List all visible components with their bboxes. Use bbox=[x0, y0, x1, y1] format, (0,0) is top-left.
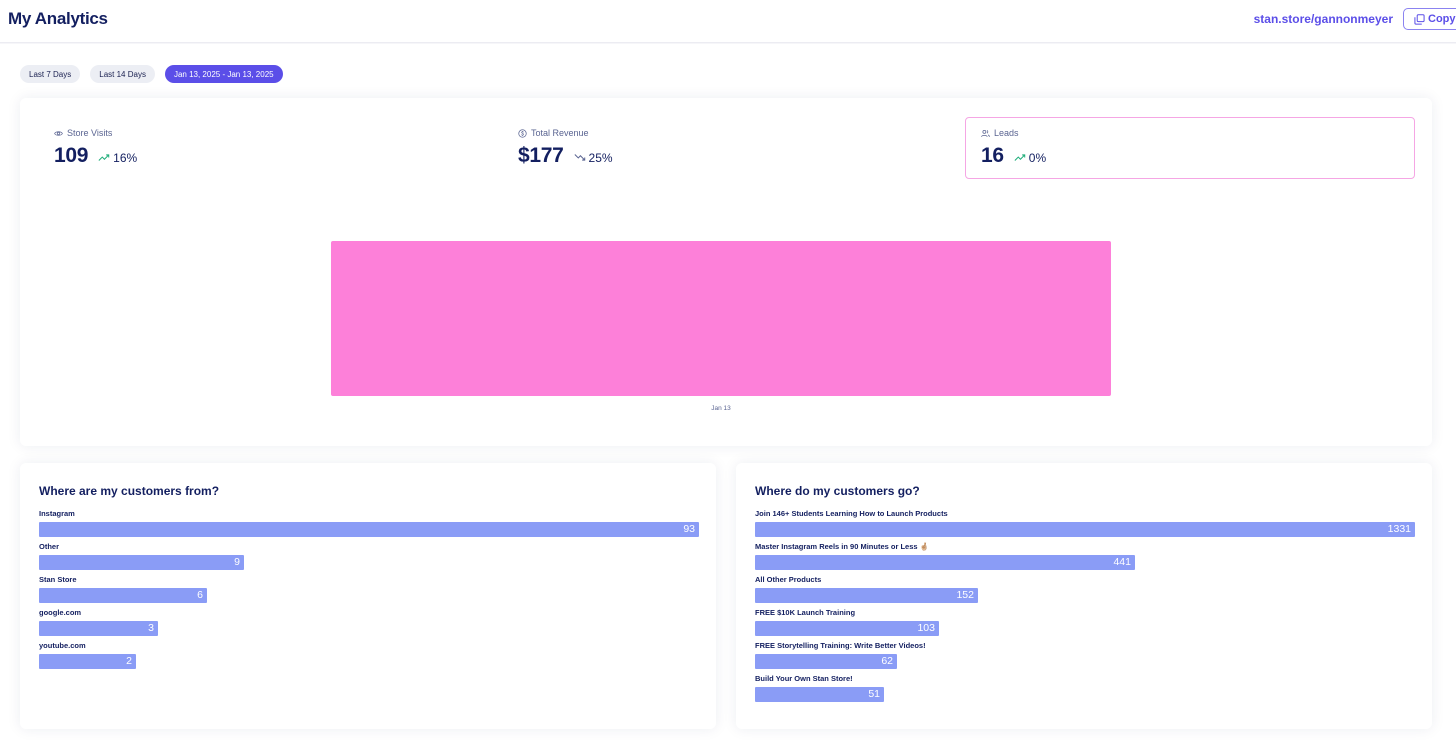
bar-value: 441 bbox=[1113, 556, 1131, 568]
list-item: Build Your Own Stan Store! 51 bbox=[755, 675, 1415, 708]
stat-leads-label: Leads bbox=[994, 128, 1019, 138]
bar-value: 152 bbox=[956, 589, 974, 601]
bar: 6 bbox=[39, 588, 207, 603]
stat-value-row: $177 25% bbox=[518, 144, 613, 168]
bar: 103 bbox=[755, 621, 939, 636]
list-item: Join 146+ Students Learning How to Launc… bbox=[755, 510, 1415, 543]
trend-up-icon bbox=[98, 154, 110, 161]
bar-value: 6 bbox=[197, 589, 203, 601]
stat-store-visits[interactable]: Store Visits 109 16% bbox=[54, 128, 137, 168]
list-item: All Other Products 152 bbox=[755, 576, 1415, 609]
bar-value: 62 bbox=[881, 655, 893, 667]
bar-value: 103 bbox=[917, 622, 935, 634]
bar-label: FREE Storytelling Training: Write Better… bbox=[755, 641, 926, 650]
store-url-link[interactable]: stan.store/gannonmeyer bbox=[1253, 12, 1393, 26]
bar: 9 bbox=[39, 555, 244, 570]
stat-revenue-value: $177 bbox=[518, 144, 564, 167]
bar-label: Stan Store bbox=[39, 575, 77, 584]
date-filter-group: Last 7 Days Last 14 Days Jan 13, 2025 - … bbox=[20, 65, 283, 83]
bar-value: 93 bbox=[683, 523, 695, 535]
stat-visits-change-value: 16% bbox=[113, 150, 138, 165]
stat-revenue-label: Total Revenue bbox=[531, 128, 589, 138]
stat-visits-label: Store Visits bbox=[67, 128, 113, 138]
stat-total-revenue[interactable]: Total Revenue $177 25% bbox=[518, 128, 613, 168]
stat-revenue-change: 25% bbox=[574, 151, 613, 165]
bar: 93 bbox=[39, 522, 699, 537]
bar: 51 bbox=[755, 687, 884, 702]
filter-last-14-days[interactable]: Last 14 Days bbox=[90, 65, 155, 83]
stat-label-row: Leads bbox=[981, 128, 1046, 138]
top-bar: My Analytics stan.store/gannonmeyer Copy bbox=[0, 0, 1456, 43]
bar-value: 3 bbox=[148, 622, 154, 634]
dollar-circle-icon bbox=[518, 128, 527, 138]
list-item: youtube.com 2 bbox=[39, 642, 699, 675]
stat-label-row: Total Revenue bbox=[518, 128, 613, 138]
bar-label: Master Instagram Reels in 90 Minutes or … bbox=[755, 542, 929, 551]
stat-leads-change-value: 0% bbox=[1028, 150, 1047, 165]
bar: 2 bbox=[39, 654, 136, 669]
customers-go-list: Join 146+ Students Learning How to Launc… bbox=[755, 510, 1415, 708]
bar-label: google.com bbox=[39, 608, 82, 617]
bar-value: 9 bbox=[234, 556, 240, 568]
bar-value: 2 bbox=[126, 655, 132, 667]
copy-icon bbox=[1414, 13, 1425, 25]
list-item: FREE Storytelling Training: Write Better… bbox=[755, 642, 1415, 675]
chart-bar[interactable] bbox=[331, 241, 1111, 396]
bar-label: youtube.com bbox=[39, 641, 86, 650]
page-title: My Analytics bbox=[8, 9, 108, 28]
stat-label-row: Store Visits bbox=[54, 128, 137, 138]
stat-visits-value: 109 bbox=[54, 144, 89, 167]
stat-leads-value: 16 bbox=[981, 144, 1004, 167]
customers-go-card: Where do my customers go? Join 146+ Stud… bbox=[736, 463, 1432, 729]
customers-from-card: Where are my customers from? Instagram 93… bbox=[20, 463, 716, 729]
customers-from-title: Where are my customers from? bbox=[39, 484, 220, 498]
list-item: Stan Store 6 bbox=[39, 576, 699, 609]
list-item: Master Instagram Reels in 90 Minutes or … bbox=[755, 543, 1415, 576]
bar-value: 1331 bbox=[1387, 523, 1411, 535]
x-tick-label: Jan 13 bbox=[711, 405, 731, 412]
trend-up-icon bbox=[1014, 154, 1025, 161]
list-item: FREE $10K Launch Training 103 bbox=[755, 609, 1415, 642]
bar-label: FREE $10K Launch Training bbox=[755, 608, 856, 617]
bar-label: Other bbox=[39, 542, 60, 551]
bar-value: 51 bbox=[868, 688, 880, 700]
bar: 152 bbox=[755, 588, 978, 603]
stat-value-row: 109 16% bbox=[54, 144, 137, 168]
copy-button-label: Copy bbox=[1428, 13, 1456, 25]
users-icon bbox=[981, 129, 990, 137]
stat-revenue-change-value: 25% bbox=[588, 150, 613, 165]
bar-label: Instagram bbox=[39, 509, 75, 518]
filter-custom-range[interactable]: Jan 13, 2025 - Jan 13, 2025 bbox=[164, 65, 283, 83]
bar: 1331 bbox=[755, 522, 1415, 537]
stats-card: Store Visits 109 16% Total Revenue $177 bbox=[20, 98, 1432, 446]
stat-value-row: 16 0% bbox=[981, 144, 1046, 168]
trend-down-icon bbox=[574, 154, 585, 161]
bar-label: Build Your Own Stan Store! bbox=[755, 674, 853, 683]
bar: 62 bbox=[755, 654, 897, 669]
stat-leads: Leads 16 0% bbox=[981, 128, 1046, 168]
customers-from-list: Instagram 93 Other 9 Stan Store 6 google.com 3 y… bbox=[39, 510, 699, 675]
filter-last-7-days[interactable]: Last 7 Days bbox=[20, 65, 81, 83]
copy-button[interactable]: Copy bbox=[1403, 8, 1456, 30]
customers-go-title: Where do my customers go? bbox=[755, 484, 920, 498]
bar: 3 bbox=[39, 621, 158, 636]
stat-leads-change: 0% bbox=[1014, 151, 1046, 165]
bar-label: All Other Products bbox=[755, 575, 822, 584]
eye-icon bbox=[54, 130, 63, 136]
stat-visits-change: 16% bbox=[98, 151, 137, 165]
bar-label: Join 146+ Students Learning How to Launc… bbox=[755, 509, 948, 518]
leads-bar-chart: Jan 13 bbox=[331, 241, 1111, 412]
list-item: google.com 3 bbox=[39, 609, 699, 642]
stat-leads-selected[interactable]: Leads 16 0% bbox=[965, 117, 1415, 179]
bar: 441 bbox=[755, 555, 1135, 570]
list-item: Instagram 93 bbox=[39, 510, 699, 543]
list-item: Other 9 bbox=[39, 543, 699, 576]
